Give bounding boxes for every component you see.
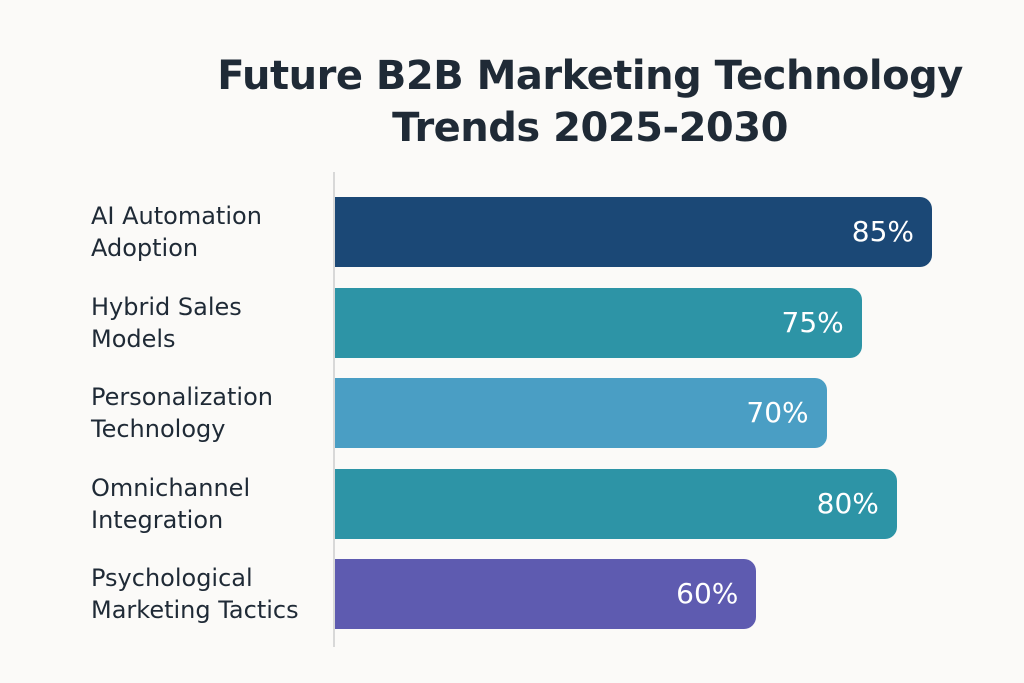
category-label: Personalization Technology [91, 381, 331, 445]
category-label-line: Omnichannel [91, 473, 251, 502]
category-label: Omnichannel Integration [91, 472, 331, 536]
bar: 70% [335, 378, 827, 448]
bar: 60% [335, 559, 757, 629]
bar-value-label: 85% [851, 215, 914, 248]
bar: 80% [335, 468, 897, 539]
category-label-line: Integration [91, 505, 224, 534]
category-label-line: Personalization [91, 383, 273, 411]
category-label-line: AI Automation [91, 202, 262, 230]
category-label-line: Technology [91, 415, 226, 443]
chart-title: Future B2B Marketing Technology Trends 2… [200, 50, 980, 154]
chart-title-line-2: Trends 2025-2030 [392, 105, 788, 151]
category-label: AI Automation Adoption [91, 200, 331, 264]
category-label-line: Hybrid Sales [91, 292, 242, 321]
chart-title-line-1: Future B2B Marketing Technology [217, 53, 963, 99]
bar-value-label: 75% [781, 305, 844, 339]
bar-value-label: 60% [676, 577, 739, 610]
bar-value-label: 70% [746, 396, 809, 429]
bar: 75% [335, 287, 862, 358]
category-label: Psychological Marketing Tactics [91, 562, 331, 626]
category-label-line: Adoption [91, 234, 199, 262]
bar-value-label: 80% [816, 486, 879, 520]
category-label-line: Psychological [91, 564, 253, 592]
category-label-line: Models [91, 324, 176, 353]
bar: 85% [335, 197, 932, 267]
category-label-line: Marketing Tactics [91, 596, 299, 624]
category-label: Hybrid Sales Models [91, 291, 331, 355]
y-axis-line [333, 172, 335, 647]
